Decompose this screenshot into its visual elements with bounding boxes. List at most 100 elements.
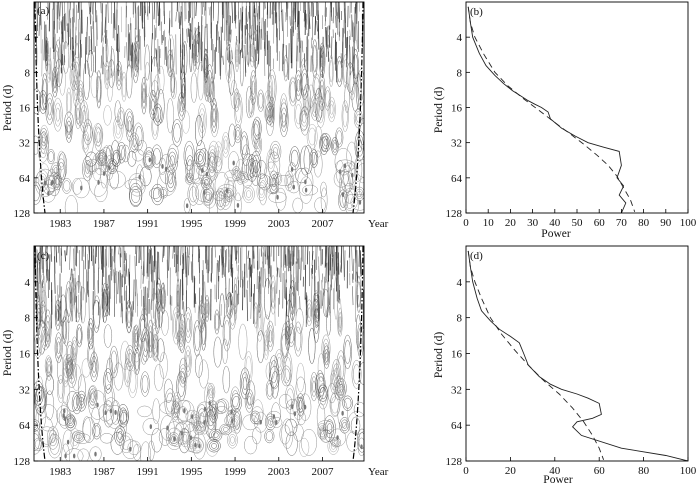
panel-b-ytick-label: 128 — [446, 208, 463, 220]
panel-c-contour-blob — [297, 411, 306, 426]
panel-b-xtick-label: 70 — [616, 217, 628, 229]
panel-a-contour-ring — [210, 153, 215, 164]
panel-a-contour-ring — [343, 165, 353, 192]
panel-c-contour-ring — [295, 376, 306, 400]
panel-c-contour-stroke — [142, 269, 145, 284]
panel-a-contour-ring — [256, 173, 268, 189]
panel-c-contour-ring — [142, 332, 149, 357]
panel-c-contour-ring — [258, 288, 261, 306]
panel-c-contour-core — [63, 408, 66, 414]
panel-a-contour-ring — [186, 174, 193, 183]
panel-d-solid-series — [467, 250, 688, 461]
panel-a-contour-ring — [151, 98, 155, 111]
panel-a-contour-stroke — [36, 2, 39, 27]
panel-c-contour-ring — [324, 342, 328, 355]
panel-a-contour-ring — [67, 124, 71, 136]
panel-a-contour-blob — [299, 176, 313, 204]
panel-a-contour-ring — [116, 65, 122, 86]
panel-a-contour-stroke — [296, 45, 298, 74]
panel-a-contour-ring — [280, 98, 287, 123]
panel-c-contour-stroke — [253, 250, 255, 269]
panel-c-contour-ring — [54, 299, 61, 331]
panel-c-contour-ring — [357, 428, 364, 453]
panel-a-contour-ring — [173, 123, 181, 143]
panel-a-contour-ring — [256, 182, 267, 201]
panel-a-contour-ring — [341, 171, 354, 193]
panel-a-contour-stroke — [291, 2, 293, 28]
panel-a-contour-core — [205, 171, 208, 177]
panel-a-contour-stroke — [37, 2, 40, 14]
panel-a-contour-blob — [258, 174, 272, 191]
panel-c-contour-ring — [326, 305, 332, 336]
panel-c-contour-ring — [296, 362, 305, 393]
panel-c: (c) Period (d) Year 4 8 16 32 64 128 1983 1987… — [2, 245, 389, 478]
panel-c-contour-blob — [189, 411, 197, 439]
panel-a-contour-stroke — [271, 2, 274, 15]
panel-c-contour-stroke — [276, 246, 278, 272]
panel-a-contour-stroke — [91, 2, 94, 15]
panel-c-contour-core — [96, 402, 99, 408]
panel-c-contour-stroke — [88, 246, 90, 255]
panel-c-contour-ring — [62, 320, 67, 340]
panel-a-contour-stroke — [355, 2, 357, 14]
panel-c-contour-ring — [185, 350, 191, 373]
panel-c-contour-ring — [232, 396, 241, 410]
panel-c-contour-ring — [67, 344, 73, 362]
panel-a-contour-stroke — [75, 4, 77, 31]
panel-a-contour-ring — [250, 75, 256, 101]
panel-a-contour-ring — [348, 65, 356, 101]
panel-c-contour-ring — [115, 428, 125, 443]
panel-a-contour-ring — [221, 131, 230, 158]
panel-c-contour-stroke — [168, 246, 170, 271]
panel-c-contour-blob — [174, 422, 190, 445]
panel-c-contour-ring — [322, 338, 330, 359]
panel-c-contour-ring — [291, 292, 294, 309]
panel-a-contour-ring — [34, 88, 42, 115]
panel-a-contour-stroke — [84, 37, 87, 74]
panel-c-contour-blob — [212, 406, 232, 434]
panel-c-contour-stroke — [312, 250, 314, 261]
panel-a-contour-ring — [246, 190, 252, 198]
panel-c-contour-stroke — [352, 286, 354, 306]
panel-a-contour-ring — [168, 173, 173, 185]
panel-c-contour-stroke — [135, 246, 138, 266]
panel-c-contour-ring — [209, 428, 223, 442]
panel-c-contour-ring — [125, 300, 133, 334]
panel-a-contour-ring — [216, 150, 221, 163]
panel-c-contour-stroke — [246, 280, 249, 289]
panel-a-xtick-label: 1991 — [137, 218, 159, 230]
panel-a-xtick-label: 1999 — [224, 218, 247, 230]
panel-a-contour-ring — [83, 159, 92, 178]
panel-a-contour-ring — [114, 100, 122, 123]
panel-a-contour-ring — [94, 182, 108, 203]
panel-c-contour-blob — [73, 433, 91, 444]
panel-c-contour-blob — [182, 423, 200, 452]
panel-a-xtick-label: 2007 — [311, 218, 334, 230]
panel-a-ylabel: Period (d) — [2, 85, 14, 131]
panel-a: (a) Period (d) Year 4 8 16 32 64 128 1983 1987… — [2, 1, 389, 230]
panel-c-contour-stroke — [110, 248, 113, 267]
panel-a-contour-ring — [126, 115, 133, 138]
panel-a-contour-stroke — [217, 21, 219, 41]
panel-a-contour-ring — [196, 151, 205, 165]
panel-a-contour-ring — [320, 53, 324, 68]
panel-c-contour-ring — [342, 421, 347, 429]
panel-c-contour-ring — [238, 323, 248, 360]
panel-c-contour-ring — [330, 391, 341, 416]
panel-c-contour-ring — [46, 320, 50, 337]
panel-c-contour-ring — [357, 281, 361, 308]
panel-a-contour-blob — [297, 167, 314, 197]
panel-a-contour-blob — [194, 182, 214, 203]
panel-c-contour-stroke — [355, 279, 357, 322]
panel-a-contour-ring — [56, 158, 66, 183]
panel-a-contour-ring — [218, 187, 232, 210]
panel-c-contour-stroke — [147, 246, 149, 277]
panel-a-contour-ring — [40, 93, 47, 111]
panel-a-contour-core — [351, 172, 354, 178]
panel-c-contour-blob — [242, 414, 259, 431]
panel-a-contour-ring — [137, 139, 147, 156]
panel-a-contour-ring — [254, 134, 263, 156]
panel-a-ytick-label: 32 — [19, 138, 30, 150]
panel-c-contour-ring — [207, 409, 215, 427]
panel-a-contour-blob — [157, 171, 177, 196]
